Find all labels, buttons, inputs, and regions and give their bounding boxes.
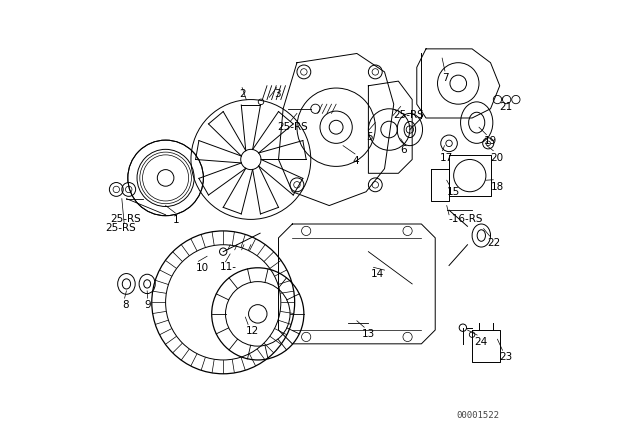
Text: 6: 6 — [401, 145, 407, 155]
Text: 20: 20 — [490, 153, 504, 163]
Text: 1: 1 — [173, 215, 179, 225]
Text: 13: 13 — [362, 329, 375, 339]
Text: 18: 18 — [490, 181, 504, 192]
Text: 14: 14 — [371, 269, 384, 279]
Text: 25-RS: 25-RS — [393, 110, 424, 120]
Text: 4: 4 — [352, 156, 359, 166]
Text: 21: 21 — [500, 102, 513, 112]
Text: 19: 19 — [484, 137, 497, 146]
Text: 25-RS: 25-RS — [106, 223, 136, 233]
Text: 25-RS: 25-RS — [278, 122, 308, 132]
Text: 7: 7 — [442, 73, 449, 83]
Text: -16-RS: -16-RS — [448, 214, 483, 224]
Text: 8: 8 — [122, 300, 129, 310]
Text: 22: 22 — [487, 238, 500, 248]
Text: 11-: 11- — [220, 262, 237, 272]
Text: 10: 10 — [196, 263, 209, 273]
Text: 5: 5 — [366, 132, 372, 142]
Text: 24: 24 — [474, 337, 488, 347]
Text: 23: 23 — [500, 352, 513, 362]
Text: 2: 2 — [239, 90, 246, 99]
Text: 00001522: 00001522 — [457, 411, 500, 420]
Text: 9: 9 — [145, 300, 152, 310]
Text: 3: 3 — [274, 90, 280, 99]
Text: 12: 12 — [245, 326, 259, 336]
Text: 25-RS: 25-RS — [110, 215, 141, 224]
Text: 17: 17 — [440, 153, 453, 163]
Text: 15: 15 — [447, 187, 460, 197]
